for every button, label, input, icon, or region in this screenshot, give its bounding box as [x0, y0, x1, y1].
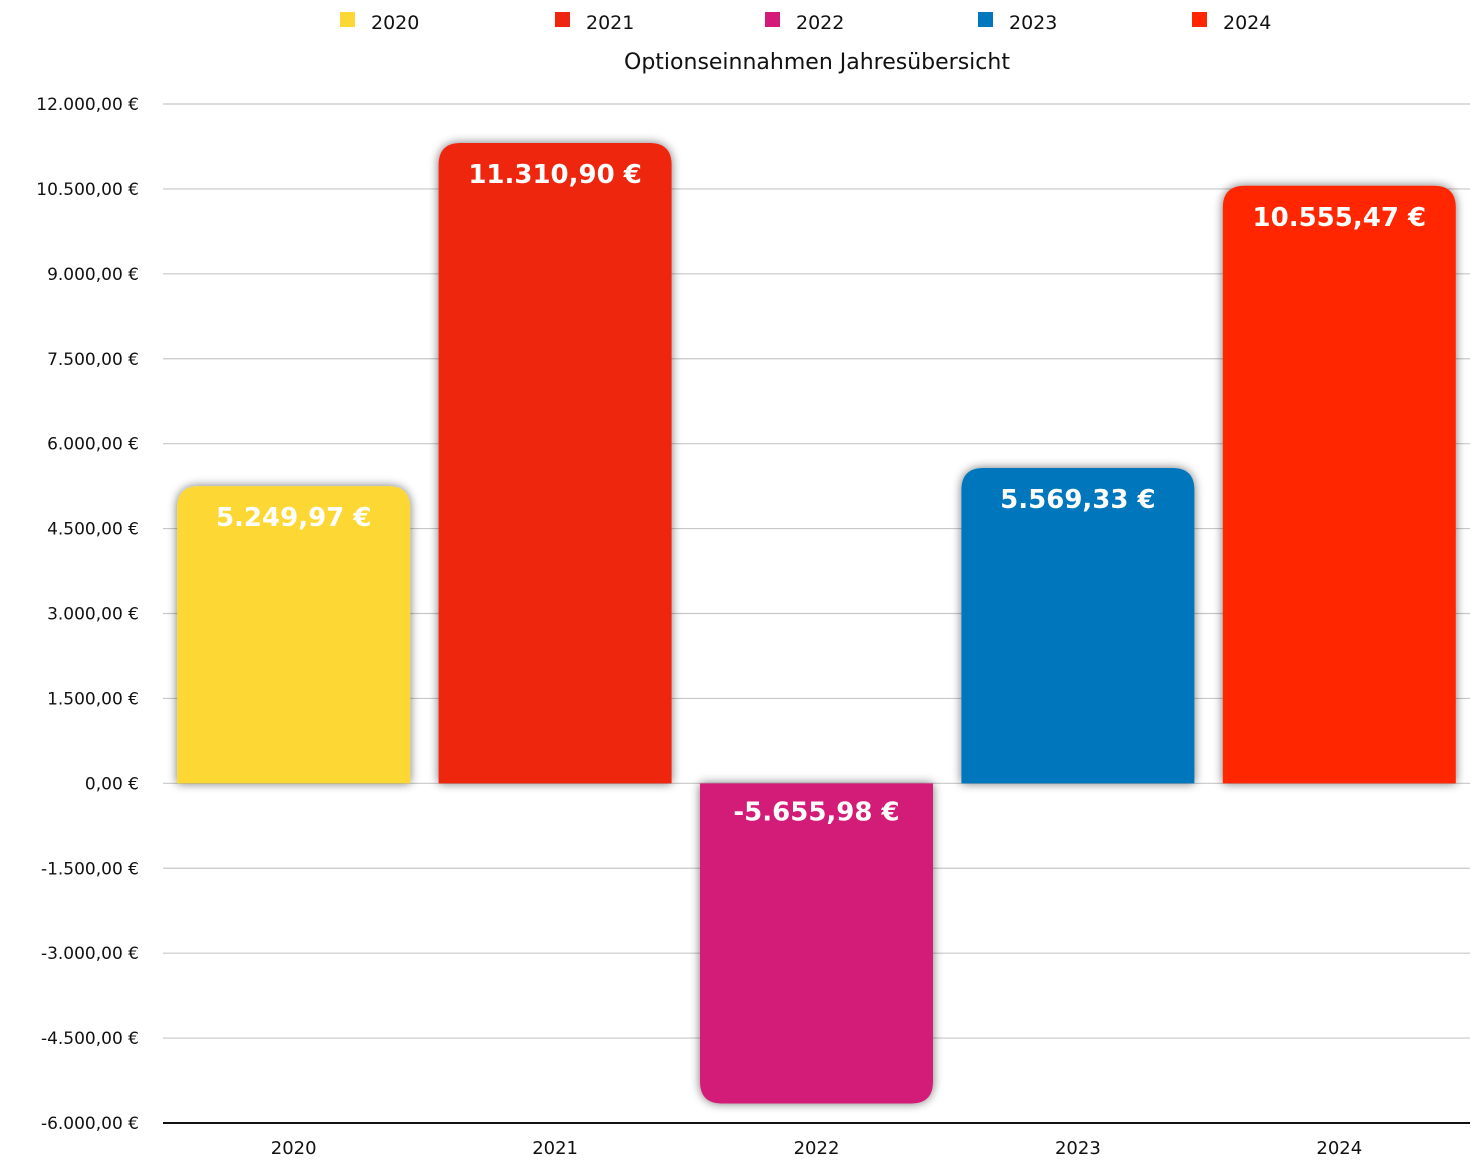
data-label-2020: 5.249,97 €: [216, 503, 371, 533]
bars: [177, 143, 1456, 1104]
x-tick-label-2022: 2022: [794, 1138, 840, 1159]
legend-label-2022: 2022: [796, 12, 844, 34]
legend-swatch-2024: [1192, 12, 1207, 27]
bar-2020: [177, 486, 411, 784]
legend-swatch-2020: [340, 12, 355, 27]
legend-swatch-2023: [978, 12, 993, 27]
legend: 2020 2021 2022 2023 2024: [340, 12, 1271, 34]
y-axis: 12.000,00 € 10.500,00 € 9.000,00 € 7.500,00…: [36, 95, 1470, 1134]
bar-2023: [961, 468, 1195, 784]
legend-swatch-2022: [765, 12, 780, 27]
y-tick-label: 9.000,00 €: [47, 265, 139, 285]
y-tick-label: 4.500,00 €: [47, 520, 139, 540]
data-label-2024: 10.555,47 €: [1253, 203, 1427, 233]
x-tick-label-2021: 2021: [532, 1138, 578, 1159]
data-labels: 5.249,97 € 11.310,90 € -5.655,98 € 5.569,33…: [216, 160, 1426, 827]
y-tick-label: -4.500,00 €: [41, 1029, 139, 1049]
y-tick-label: 12.000,00 €: [36, 95, 139, 115]
legend-swatch-2021: [555, 12, 570, 27]
y-tick-label: 7.500,00 €: [47, 350, 139, 370]
y-tick-label: 0,00 €: [85, 774, 139, 794]
y-tick-label: 6.000,00 €: [47, 435, 139, 455]
y-tick-label: -1.500,00 €: [41, 859, 139, 879]
y-tick-label: 1.500,00 €: [47, 689, 139, 709]
bar-2024: [1222, 185, 1456, 784]
y-tick-label: 10.500,00 €: [36, 180, 139, 200]
y-tick-label: -6.000,00 €: [41, 1114, 139, 1134]
x-axis: 2020 2021 2022 2023 2024: [271, 1138, 1362, 1159]
x-tick-label-2020: 2020: [271, 1138, 317, 1159]
bar-2021: [438, 143, 672, 784]
y-tick-label: -3.000,00 €: [41, 944, 139, 964]
y-tick-label: 3.000,00 €: [47, 605, 139, 625]
data-label-2021: 11.310,90 €: [468, 160, 642, 190]
x-tick-label-2024: 2024: [1316, 1138, 1362, 1159]
data-label-2023: 5.569,33 €: [1000, 485, 1155, 515]
x-tick-label-2023: 2023: [1055, 1138, 1101, 1159]
legend-label-2020: 2020: [371, 12, 419, 34]
chart-title: Optionseinnahmen Jahresübersicht: [624, 50, 1010, 75]
legend-label-2021: 2021: [586, 12, 634, 34]
bar-2022: [700, 783, 933, 1104]
data-label-2022: -5.655,98 €: [733, 797, 899, 827]
legend-label-2024: 2024: [1223, 12, 1271, 34]
legend-label-2023: 2023: [1009, 12, 1057, 34]
